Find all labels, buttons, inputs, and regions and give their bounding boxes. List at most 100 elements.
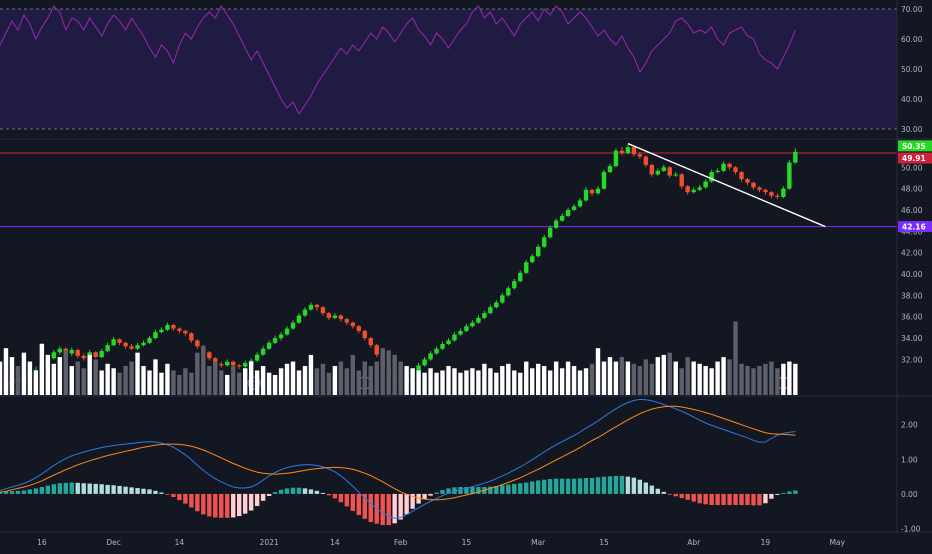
macd-histogram-bar xyxy=(344,493,350,507)
trendline[interactable] xyxy=(627,142,826,228)
candle-body xyxy=(547,227,553,238)
macd-histogram-bar xyxy=(392,493,397,524)
macd-histogram-bar xyxy=(751,493,756,506)
candle-body xyxy=(368,338,373,346)
time-tick-label: 2021 xyxy=(260,538,279,547)
volume-bar xyxy=(237,372,242,395)
candle-body xyxy=(374,345,379,355)
volume-bar xyxy=(278,368,284,395)
price-tick-label: 50.00 xyxy=(901,163,923,172)
macd-histogram-bar xyxy=(530,481,535,494)
candle-body xyxy=(350,322,356,327)
candle-body xyxy=(595,188,601,194)
volume-bar xyxy=(763,363,768,395)
macd-histogram-bar xyxy=(93,483,98,494)
volume-bar xyxy=(177,374,182,395)
candle-body xyxy=(565,209,571,216)
volume-bar xyxy=(631,363,637,395)
macd-histogram-bar xyxy=(171,493,176,498)
macd-histogram-bar xyxy=(165,493,170,495)
macd-histogram-bar xyxy=(129,487,134,494)
candle-body xyxy=(326,313,332,318)
macd-histogram-bar xyxy=(15,490,21,494)
price-axis[interactable]: 70.0060.0050.0040.0030.0052.0050.0048.00… xyxy=(0,0,932,534)
volume-bar xyxy=(541,366,547,395)
price-tick-label: 32.00 xyxy=(901,355,923,364)
resistance-badge-bg xyxy=(898,152,932,164)
candle-body xyxy=(111,339,116,346)
macd-histogram-bar xyxy=(51,484,57,494)
rsi-tick-label: 60.00 xyxy=(901,35,923,44)
candle-body xyxy=(105,345,110,352)
macd-histogram-bar xyxy=(553,478,559,494)
rsi-tick-label: 40.00 xyxy=(901,95,923,104)
macd-histogram-bar xyxy=(667,493,672,495)
candle-body xyxy=(583,189,589,201)
volume-bar xyxy=(721,357,726,395)
macd-histogram-bar xyxy=(577,478,583,494)
macd-histogram-bar xyxy=(3,491,9,494)
volume-bar xyxy=(703,366,708,395)
macd-histogram-bar xyxy=(446,488,451,494)
volume-bar xyxy=(338,361,344,395)
candle-body xyxy=(422,359,427,366)
volume-bar xyxy=(506,363,511,395)
volume-bar xyxy=(135,352,140,395)
macd-histogram-bar xyxy=(607,476,613,494)
macd-histogram-bar xyxy=(583,478,589,494)
volume-bar xyxy=(75,361,80,395)
price-tick-label: 40.00 xyxy=(901,270,923,279)
volume-bar xyxy=(553,361,559,395)
volume-bar xyxy=(33,370,39,395)
volume-bar xyxy=(619,357,625,395)
volume-bar xyxy=(524,361,529,395)
dividend-marker-label: D xyxy=(252,380,257,388)
macd-histogram-bar xyxy=(207,493,212,517)
candle-body xyxy=(649,164,655,175)
candle-body xyxy=(57,348,62,353)
volume-bar xyxy=(302,366,308,395)
candle-body xyxy=(99,351,104,358)
macd-histogram-bar xyxy=(637,479,643,494)
volume-bar xyxy=(147,370,152,395)
candle-body xyxy=(242,362,248,367)
volume-bar xyxy=(667,352,672,395)
volume-bar xyxy=(272,374,278,395)
candle-body xyxy=(344,319,350,323)
volume-bar xyxy=(559,368,565,395)
macd-histogram-bar xyxy=(691,493,696,502)
volume-bar xyxy=(99,370,104,395)
candle-body xyxy=(260,348,266,355)
macd-histogram-bar xyxy=(183,493,188,504)
volume-bar xyxy=(673,361,678,395)
candle-body xyxy=(75,349,80,356)
volume-bar xyxy=(254,370,260,395)
rsi-tick-label: 30.00 xyxy=(901,125,923,134)
volume-bar xyxy=(476,370,481,395)
volume-bar xyxy=(691,361,696,395)
candle-body xyxy=(571,206,577,210)
candle-body xyxy=(135,345,140,349)
candle-body xyxy=(787,162,792,189)
macd-histogram-bar xyxy=(21,490,27,494)
candle-body xyxy=(81,355,86,359)
volume-bar xyxy=(284,363,290,395)
macd-histogram-bar xyxy=(33,488,39,494)
macd-histogram-bar xyxy=(631,477,637,494)
volume-bar xyxy=(296,370,302,395)
candle-body xyxy=(284,328,290,335)
time-axis[interactable]: 16 Dec 14 2021 14 Feb 15 Mar 15 Abr 19 May xyxy=(37,538,845,547)
candle-body xyxy=(296,315,302,323)
candle-body xyxy=(553,220,559,228)
macd-histogram-bar xyxy=(314,490,320,494)
candle-body xyxy=(458,330,463,335)
macd-histogram-bar xyxy=(219,493,224,518)
support-badge: 42.16 xyxy=(902,223,926,232)
macd-histogram-bar xyxy=(739,493,744,505)
volume-bar xyxy=(769,361,774,395)
volume-bar xyxy=(171,370,176,395)
macd-histogram-bar xyxy=(416,493,421,504)
volume-bar xyxy=(213,361,218,395)
time-tick-label: Abr xyxy=(687,538,701,547)
